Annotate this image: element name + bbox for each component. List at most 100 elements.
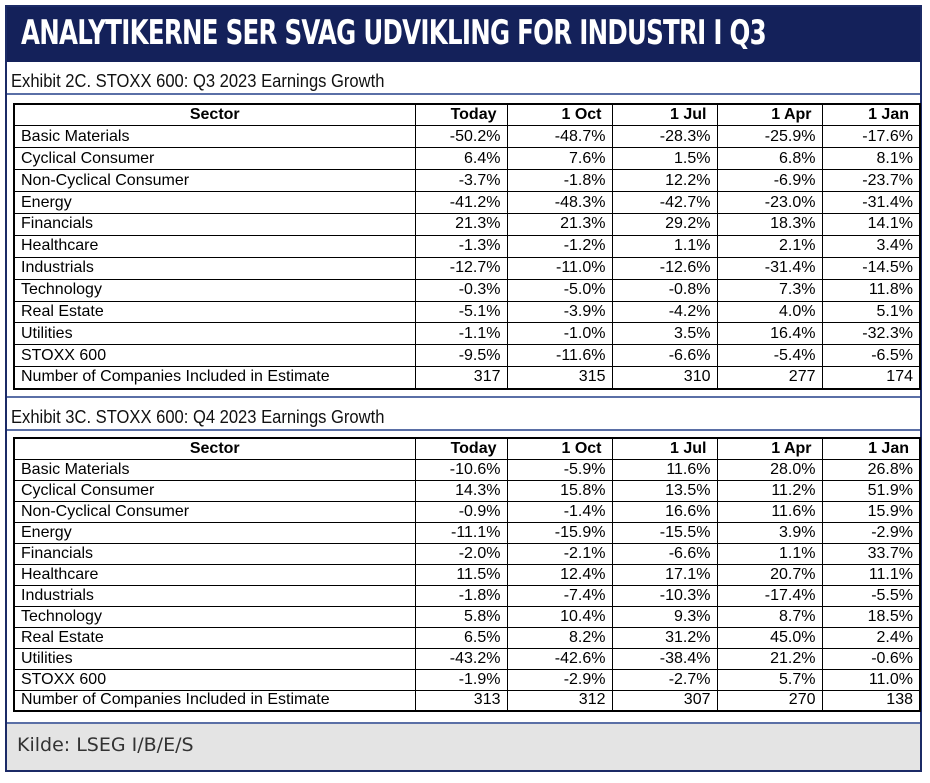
- value-cell: 2.1%: [716, 234, 823, 258]
- value-cell: 313: [414, 689, 508, 712]
- sector-cell: STOXX 600: [13, 344, 416, 368]
- value-cell: -1.0%: [506, 322, 613, 346]
- value-cell: -0.9%: [414, 500, 508, 523]
- value-cell: 7.3%: [716, 278, 823, 302]
- header-row: Sector Today 1 Oct 1 Jul 1 Apr 1 Jan: [13, 103, 921, 127]
- value-cell: 8.7%: [716, 605, 823, 628]
- value-cell: 33.7%: [821, 542, 921, 565]
- table-row: Technology -0.3% -5.0% -0.8% 7.3% 11.8%: [13, 278, 921, 302]
- value-cell: -5.1%: [414, 300, 508, 324]
- value-cell: 11.6%: [611, 458, 718, 481]
- table-row: Cyclical Consumer 6.4% 7.6% 1.5% 6.8% 8.1%: [13, 147, 921, 171]
- value-cell: 21.2%: [716, 647, 823, 670]
- value-cell: -15.5%: [611, 521, 718, 544]
- value-cell: 51.9%: [821, 479, 921, 502]
- table-row: STOXX 600 -9.5% -11.6% -6.6% -5.4% -6.5%: [13, 344, 921, 368]
- column-header: Sector: [13, 103, 416, 127]
- value-cell: -31.4%: [716, 256, 823, 280]
- value-cell: 315: [506, 366, 613, 390]
- value-cell: -12.6%: [611, 256, 718, 280]
- value-cell: -12.7%: [414, 256, 508, 280]
- table-row: Non-Cyclical Consumer -0.9% -1.4% 16.6% 11.6…: [13, 500, 921, 523]
- value-cell: 20.7%: [716, 563, 823, 586]
- value-cell: -15.9%: [506, 521, 613, 544]
- value-cell: -7.4%: [506, 584, 613, 607]
- value-cell: 21.3%: [414, 212, 508, 236]
- value-cell: 11.0%: [821, 668, 921, 691]
- table-row: Energy -41.2% -48.3% -42.7% -23.0% -31.4%: [13, 191, 921, 214]
- value-cell: 270: [716, 689, 823, 712]
- value-cell: 307: [611, 689, 718, 712]
- exhibit-3c-title: Exhibit 3C. STOXX 600: Q4 2023 Earnings …: [11, 407, 385, 427]
- sector-cell: Technology: [13, 278, 416, 302]
- sector-cell: Basic Materials: [13, 125, 416, 149]
- value-cell: 12.4%: [506, 563, 613, 586]
- value-cell: 15.9%: [821, 500, 921, 523]
- q4-earnings-table: Sector Today 1 Oct 1 Jul 1 Apr 1 Jan Basic Mat…: [13, 437, 921, 712]
- column-header: Sector: [13, 437, 416, 460]
- value-cell: 11.1%: [821, 563, 921, 586]
- value-cell: 15.8%: [506, 479, 613, 502]
- value-cell: -0.3%: [414, 278, 508, 302]
- value-cell: 2.4%: [821, 626, 921, 649]
- value-cell: 6.8%: [716, 147, 823, 171]
- value-cell: -4.2%: [611, 300, 718, 324]
- sector-cell: Number of Companies Included in Estimate: [13, 689, 416, 712]
- table-row: Healthcare 11.5% 12.4% 17.1% 20.7% 11.1%: [13, 563, 921, 586]
- sector-cell: Technology: [13, 605, 416, 628]
- value-cell: -0.6%: [821, 647, 921, 670]
- value-cell: 8.2%: [506, 626, 613, 649]
- value-cell: 317: [414, 366, 508, 390]
- value-cell: -1.8%: [414, 584, 508, 607]
- value-cell: 5.1%: [821, 300, 921, 324]
- value-cell: 26.8%: [821, 458, 921, 481]
- column-header: Today: [414, 437, 508, 460]
- table-row: Energy -11.1% -15.9% -15.5% 3.9% -2.9%: [13, 521, 921, 544]
- column-header: 1 Jan: [821, 103, 921, 127]
- value-cell: 16.6%: [611, 500, 718, 523]
- value-cell: 6.4%: [414, 147, 508, 171]
- column-header: 1 Oct: [506, 103, 613, 127]
- value-cell: -48.3%: [506, 191, 613, 214]
- sector-cell: Real Estate: [13, 300, 416, 324]
- value-cell: -9.5%: [414, 344, 508, 368]
- value-cell: 12.2%: [611, 169, 718, 193]
- value-cell: -41.2%: [414, 191, 508, 214]
- table-row: STOXX 600 -1.9% -2.9% -2.7% 5.7% 11.0%: [13, 668, 921, 691]
- value-cell: 11.8%: [821, 278, 921, 302]
- value-cell: -5.5%: [821, 584, 921, 607]
- value-cell: -6.6%: [611, 542, 718, 565]
- infographic-frame: ANALYTIKERNE SER SVAG UDVIKLING FOR INDU…: [5, 5, 922, 772]
- value-cell: -17.4%: [716, 584, 823, 607]
- value-cell: -50.2%: [414, 125, 508, 149]
- column-header: 1 Jul: [611, 103, 718, 127]
- value-cell: -31.4%: [821, 191, 921, 214]
- value-cell: -38.4%: [611, 647, 718, 670]
- value-cell: -1.3%: [414, 234, 508, 258]
- value-cell: 3.5%: [611, 322, 718, 346]
- sector-cell: Industrials: [13, 584, 416, 607]
- value-cell: -17.6%: [821, 125, 921, 149]
- value-cell: 13.5%: [611, 479, 718, 502]
- value-cell: 277: [716, 366, 823, 390]
- value-cell: -5.9%: [506, 458, 613, 481]
- value-cell: 11.5%: [414, 563, 508, 586]
- column-header: 1 Jan: [821, 437, 921, 460]
- value-cell: -2.7%: [611, 668, 718, 691]
- value-cell: 3.4%: [821, 234, 921, 258]
- table-row: Financials 21.3% 21.3% 29.2% 18.3% 14.1%: [13, 212, 921, 236]
- value-cell: -11.1%: [414, 521, 508, 544]
- table-row: Utilities -1.1% -1.0% 3.5% 16.4% -32.3%: [13, 322, 921, 346]
- divider: [7, 396, 920, 398]
- table-row: Number of Companies Included in Estimate…: [13, 366, 921, 390]
- value-cell: -1.1%: [414, 322, 508, 346]
- header-row: Sector Today 1 Oct 1 Jul 1 Apr 1 Jan: [13, 437, 921, 460]
- value-cell: 14.3%: [414, 479, 508, 502]
- value-cell: 11.2%: [716, 479, 823, 502]
- value-cell: -42.6%: [506, 647, 613, 670]
- value-cell: 18.5%: [821, 605, 921, 628]
- value-cell: 4.0%: [716, 300, 823, 324]
- sector-cell: Healthcare: [13, 563, 416, 586]
- value-cell: -1.9%: [414, 668, 508, 691]
- table-row: Industrials -1.8% -7.4% -10.3% -17.4% -5.5%: [13, 584, 921, 607]
